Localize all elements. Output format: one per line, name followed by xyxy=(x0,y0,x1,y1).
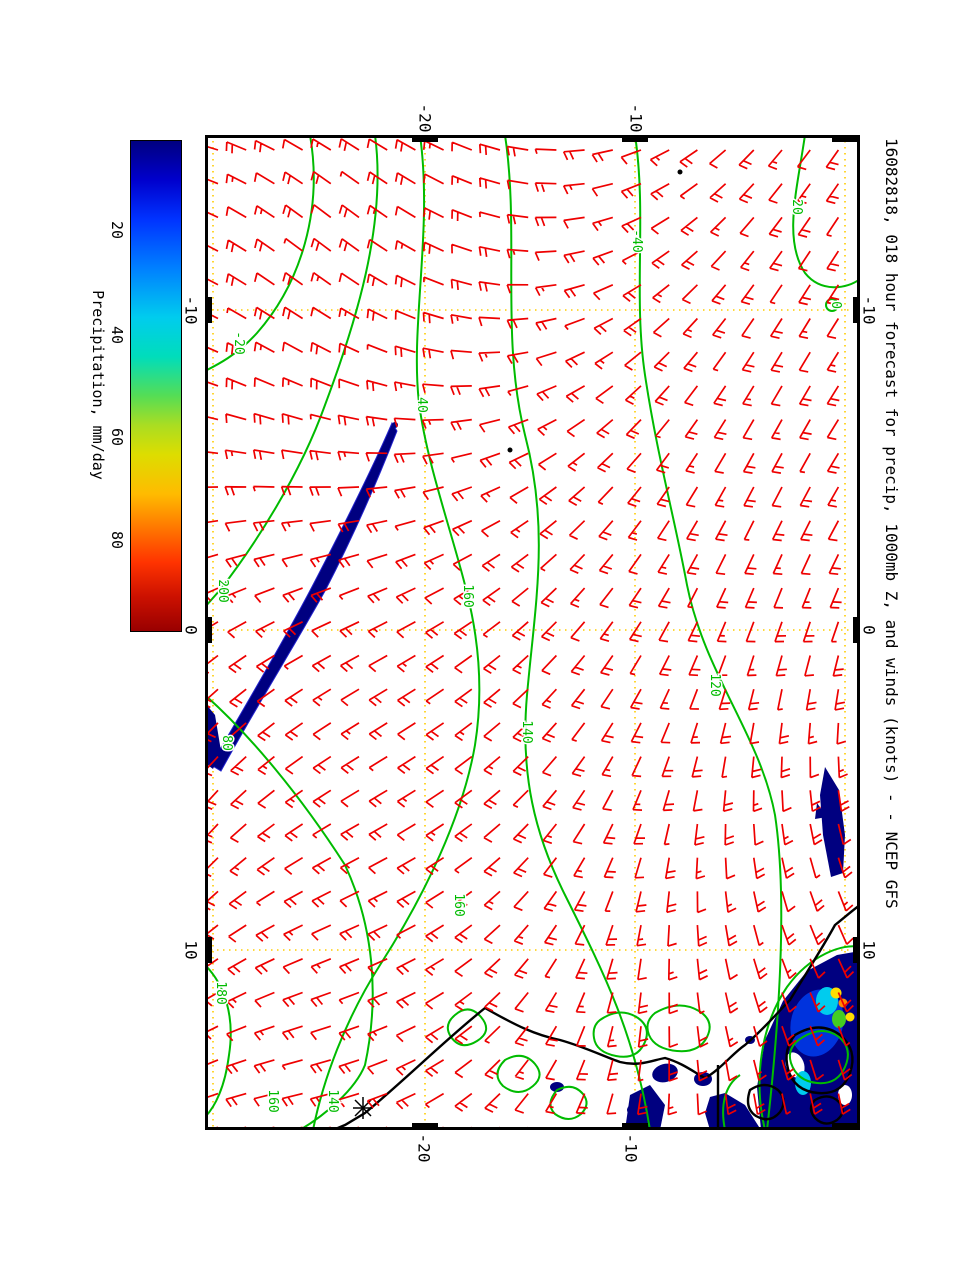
contour-label: -40 xyxy=(629,229,644,252)
colorbar-gradient xyxy=(131,141,181,631)
contour-label: 80 xyxy=(219,735,234,751)
contour-label: 140 xyxy=(519,720,534,743)
contour-label: 160 xyxy=(265,1089,280,1112)
contour-label: 0 xyxy=(828,301,843,309)
precip-shading xyxy=(205,421,860,1130)
axis-tick-right-3: 10 xyxy=(859,940,879,960)
contour-label: 120 xyxy=(707,673,722,696)
contour-label: -20 xyxy=(231,331,246,354)
colorbar-title: Precipitation, mm/day xyxy=(89,290,107,480)
plot-frame xyxy=(205,135,860,1130)
axis-tick-bottom-2: -10 xyxy=(621,1133,641,1163)
colorbar xyxy=(130,140,182,632)
precip-streak-main xyxy=(210,421,398,772)
axis-tick-left-1: -10 xyxy=(181,295,201,325)
contour-label: 200 xyxy=(215,579,230,602)
axis-tick-bottom-1: -20 xyxy=(414,1133,434,1163)
colorbar-tick-80: 80 xyxy=(108,530,126,550)
asterisk-marker xyxy=(353,1097,373,1119)
contour-labels: 20 -40 0 -20 40 200 160 120 140 80 160 180 160 140 xyxy=(212,198,845,1115)
contour-label: 40 xyxy=(414,397,429,413)
frame-major-ticks xyxy=(205,135,860,1130)
axis-tick-top-2: -10 xyxy=(626,103,646,133)
height-contours xyxy=(204,134,861,1131)
colorbar-tick-20: 20 xyxy=(108,220,126,240)
colorbar-tick-60: 60 xyxy=(108,427,126,447)
map-svg: 20 -40 0 -20 40 200 160 120 140 80 160 180 160 140 xyxy=(196,134,861,1150)
colorbar-tick-40: 40 xyxy=(108,325,126,345)
contour-label: 160 xyxy=(460,584,475,607)
wind-barbs xyxy=(196,138,855,1150)
axis-tick-left-3: 10 xyxy=(181,940,201,960)
precip-streak-right xyxy=(820,767,845,877)
map-dots xyxy=(507,169,683,453)
contour-label: 20 xyxy=(789,199,804,215)
plot-title: 16082818, 018 hour forecast for precip, … xyxy=(882,138,901,909)
contour-label: 140 xyxy=(325,1089,340,1112)
contour-label: 180 xyxy=(213,981,228,1004)
axis-tick-right-2: 0 xyxy=(859,625,879,635)
axis-tick-top-1: -20 xyxy=(415,103,435,133)
map-plot-area: 20 -40 0 -20 40 200 160 120 140 80 160 180 160 140 xyxy=(196,134,861,1150)
wind-barb-field xyxy=(196,138,855,1150)
contour-label: 160 xyxy=(451,893,466,916)
axis-tick-right-1: -10 xyxy=(859,295,879,325)
axis-tick-left-2: 0 xyxy=(181,625,201,635)
